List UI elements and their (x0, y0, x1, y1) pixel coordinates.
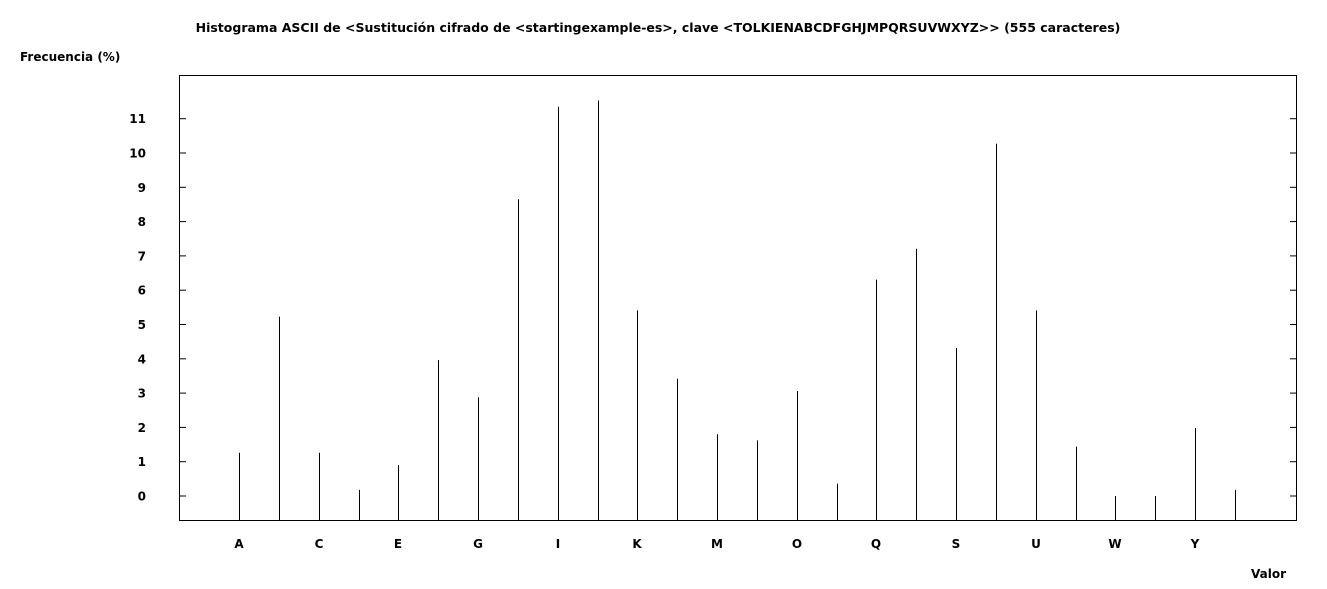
x-tick-label: I (556, 537, 560, 551)
x-tick-label: Y (1190, 537, 1200, 551)
y-tick-label: 5 (138, 318, 146, 332)
y-tick-label: 4 (138, 352, 146, 366)
x-tick-label: O (792, 537, 802, 551)
y-tick-label: 2 (138, 421, 146, 435)
y-tick-label: 8 (138, 215, 146, 229)
y-tick-label: 6 (138, 284, 146, 298)
y-tick-label: 3 (138, 387, 146, 401)
y-tick-label: 1 (138, 455, 146, 469)
y-tick-label: 11 (129, 112, 146, 126)
y-tick-label: 10 (129, 147, 146, 161)
x-tick-label: Q (871, 537, 881, 551)
x-tick-label: S (952, 537, 961, 551)
x-tick-label: G (473, 537, 483, 551)
y-tick-label: 7 (138, 249, 146, 263)
x-tick-label: U (1031, 537, 1041, 551)
y-tick-label: 9 (138, 181, 146, 195)
histogram-bars (239, 100, 1236, 520)
y-axis-ticks: 0 1 2 3 4 5 6 7 8 9 10 11 (129, 112, 1296, 504)
y-tick-label: 0 (138, 490, 146, 504)
x-tick-label: W (1108, 537, 1121, 551)
plot-frame (179, 75, 1297, 521)
x-tick-label: A (234, 537, 244, 551)
chart-title: Histograma ASCII de <Sustitución cifrado… (196, 20, 1121, 35)
y-axis-label: Frecuencia (%) (20, 50, 120, 64)
x-axis-label: Valor (1251, 567, 1286, 581)
x-tick-label: K (632, 537, 642, 551)
x-tick-label: M (711, 537, 723, 551)
x-tick-label: E (394, 537, 402, 551)
x-tick-label: C (315, 537, 324, 551)
